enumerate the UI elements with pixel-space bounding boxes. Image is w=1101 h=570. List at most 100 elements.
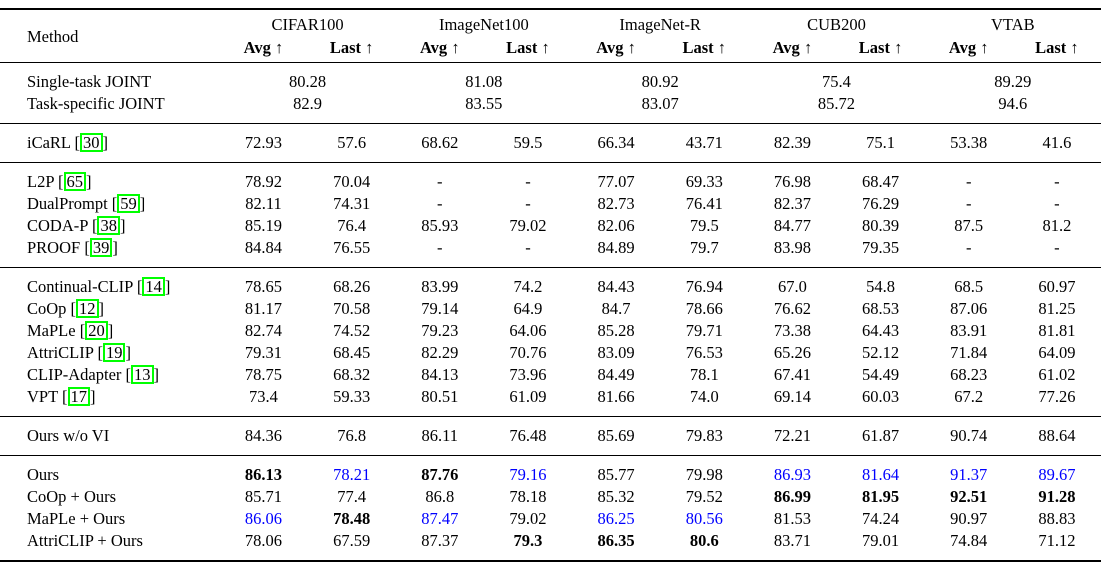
column-subheader-last: Last ↑ xyxy=(660,36,748,63)
citation-link[interactable]: 38 xyxy=(97,216,120,235)
citation-link[interactable]: 65 xyxy=(63,172,87,191)
table-header: Method CIFAR100 ImageNet100 ImageNet-R C… xyxy=(0,9,1101,63)
value-cell: 81.2 xyxy=(1042,216,1072,235)
method-section: Continual-CLIP [14] 78.65 68.26 83.99 74.2 84… xyxy=(0,267,1101,417)
avg-label: Avg xyxy=(948,38,977,57)
value-cell: 86.11 xyxy=(421,426,459,445)
value-cell: 79.98 xyxy=(685,465,723,484)
value-cell: 91.37 xyxy=(950,465,988,484)
method-cell: CoOp [12] xyxy=(27,299,105,318)
dataset-header-row: Method CIFAR100 ImageNet100 ImageNet-R C… xyxy=(0,9,1101,46)
up-arrow-icon: ↑ xyxy=(1066,38,1079,57)
citation-link[interactable]: 19 xyxy=(102,343,126,362)
method-cell: Ours w/o VI xyxy=(27,426,110,445)
value-cell: 54.8 xyxy=(866,277,895,296)
value-cell: 71.84 xyxy=(950,343,988,362)
value-cell: 88.64 xyxy=(1038,426,1076,445)
value-cell: - xyxy=(965,238,972,257)
value-cell: - xyxy=(525,172,531,191)
value-cell: 79.16 xyxy=(509,465,547,484)
table-row: Task-specific JOINT 82.9 83.55 83.07 85.72 94… xyxy=(0,93,1101,124)
value-cell: 78.18 xyxy=(509,487,547,506)
value-cell: 81.17 xyxy=(244,299,283,318)
value-cell: 73.96 xyxy=(509,365,547,384)
value-cell: 67.41 xyxy=(773,365,811,384)
citation-link[interactable]: 20 xyxy=(85,321,108,340)
value-cell: 69.14 xyxy=(773,387,811,406)
table-row: AttriCLIP [19] 79.31 68.45 82.29 70.76 83.09 7… xyxy=(0,342,1101,364)
method-cell: Continual-CLIP [14] xyxy=(27,277,171,296)
column-subheader-last: Last ↑ xyxy=(1013,36,1101,63)
up-arrow-icon: ↑ xyxy=(361,38,374,57)
table-row: MaPLe [20] 82.74 74.52 79.23 64.06 85.28 79.71… xyxy=(0,320,1101,342)
up-arrow-icon: ↑ xyxy=(889,38,903,57)
citation-link[interactable]: 30 xyxy=(80,133,103,152)
value-cell: 80.92 xyxy=(641,72,679,91)
value-cell: 75.1 xyxy=(866,133,895,152)
value-cell: 86.25 xyxy=(597,509,635,528)
value-cell: - xyxy=(437,194,443,213)
value-cell: 82.9 xyxy=(293,94,322,113)
table-row: Continual-CLIP [14] 78.65 68.26 83.99 74.2 84… xyxy=(0,268,1101,299)
results-table: Method CIFAR100 ImageNet100 ImageNet-R C… xyxy=(0,8,1101,562)
table-row: CODA-P [38] 85.19 76.4 85.93 79.02 82.06 79.5 8… xyxy=(0,215,1101,237)
citation-link[interactable]: 59 xyxy=(117,194,140,213)
value-cell: 89.29 xyxy=(994,72,1032,91)
method-cell: DualPrompt [59] xyxy=(27,194,146,213)
value-cell: 82.29 xyxy=(421,343,459,362)
value-cell: 89.67 xyxy=(1038,465,1076,484)
value-cell: 72.93 xyxy=(244,133,283,152)
table-row: AttriCLIP + Ours 78.06 67.59 87.37 79.3 86.35… xyxy=(0,530,1101,561)
value-cell: 86.13 xyxy=(244,465,283,484)
value-cell: 78.1 xyxy=(689,365,719,384)
value-cell: 78.06 xyxy=(244,531,283,550)
value-cell: 59.33 xyxy=(333,387,371,406)
value-cell: 61.87 xyxy=(862,426,900,445)
value-cell: 68.23 xyxy=(950,365,988,384)
citation-link[interactable]: 13 xyxy=(131,365,154,384)
value-cell: 60.97 xyxy=(1038,277,1076,296)
value-cell: 79.71 xyxy=(685,321,723,340)
value-cell: 76.98 xyxy=(773,172,811,191)
method-cell: Single-task JOINT xyxy=(27,72,152,91)
value-cell: 84.77 xyxy=(773,216,811,235)
value-cell: 71.12 xyxy=(1038,531,1076,550)
column-subheader-last: Last ↑ xyxy=(836,36,924,63)
last-label: Last xyxy=(506,38,538,57)
table-row: L2P [65] 78.92 70.04 - - 77.07 69.33 76.98 68.47… xyxy=(0,163,1101,194)
value-cell: 84.7 xyxy=(601,299,631,318)
value-cell: 57.6 xyxy=(337,133,367,152)
method-cell: CoOp + Ours xyxy=(27,487,117,506)
citation-link[interactable]: 39 xyxy=(89,238,113,257)
citation-link[interactable]: 14 xyxy=(142,277,165,296)
value-cell: 76.41 xyxy=(685,194,723,213)
value-cell: 79.02 xyxy=(509,216,547,235)
value-cell: 67.59 xyxy=(333,531,371,550)
column-subheader-last: Last ↑ xyxy=(308,36,396,63)
value-cell: 61.02 xyxy=(1038,365,1076,384)
value-cell: 94.6 xyxy=(998,94,1028,113)
value-cell: 59.5 xyxy=(513,133,543,152)
value-cell: 69.33 xyxy=(685,172,723,191)
value-cell: 78.66 xyxy=(685,299,723,318)
value-cell: 83.71 xyxy=(773,531,811,550)
value-cell: 82.39 xyxy=(773,133,811,152)
value-cell: 66.34 xyxy=(597,133,635,152)
citation-link[interactable]: 17 xyxy=(67,387,90,406)
value-cell: 82.11 xyxy=(245,194,282,213)
method-cell: Task-specific JOINT xyxy=(27,94,165,113)
value-cell: 80.6 xyxy=(689,531,719,550)
value-cell: 84.84 xyxy=(244,238,283,257)
citation-link[interactable]: 12 xyxy=(76,299,99,318)
value-cell: 84.49 xyxy=(597,365,635,384)
value-cell: 68.32 xyxy=(333,365,371,384)
value-cell: 85.77 xyxy=(597,465,635,484)
last-label: Last xyxy=(1035,38,1067,57)
up-arrow-icon: ↑ xyxy=(270,38,284,57)
column-subheader-last: Last ↑ xyxy=(484,36,572,63)
value-cell: 81.66 xyxy=(597,387,635,406)
method-cell: AttriCLIP [19] xyxy=(27,343,131,362)
value-cell: 81.64 xyxy=(862,465,900,484)
table-row: CLIP-Adapter [13] 78.75 68.32 84.13 73.96 84.… xyxy=(0,364,1101,386)
value-cell: 70.76 xyxy=(509,343,547,362)
